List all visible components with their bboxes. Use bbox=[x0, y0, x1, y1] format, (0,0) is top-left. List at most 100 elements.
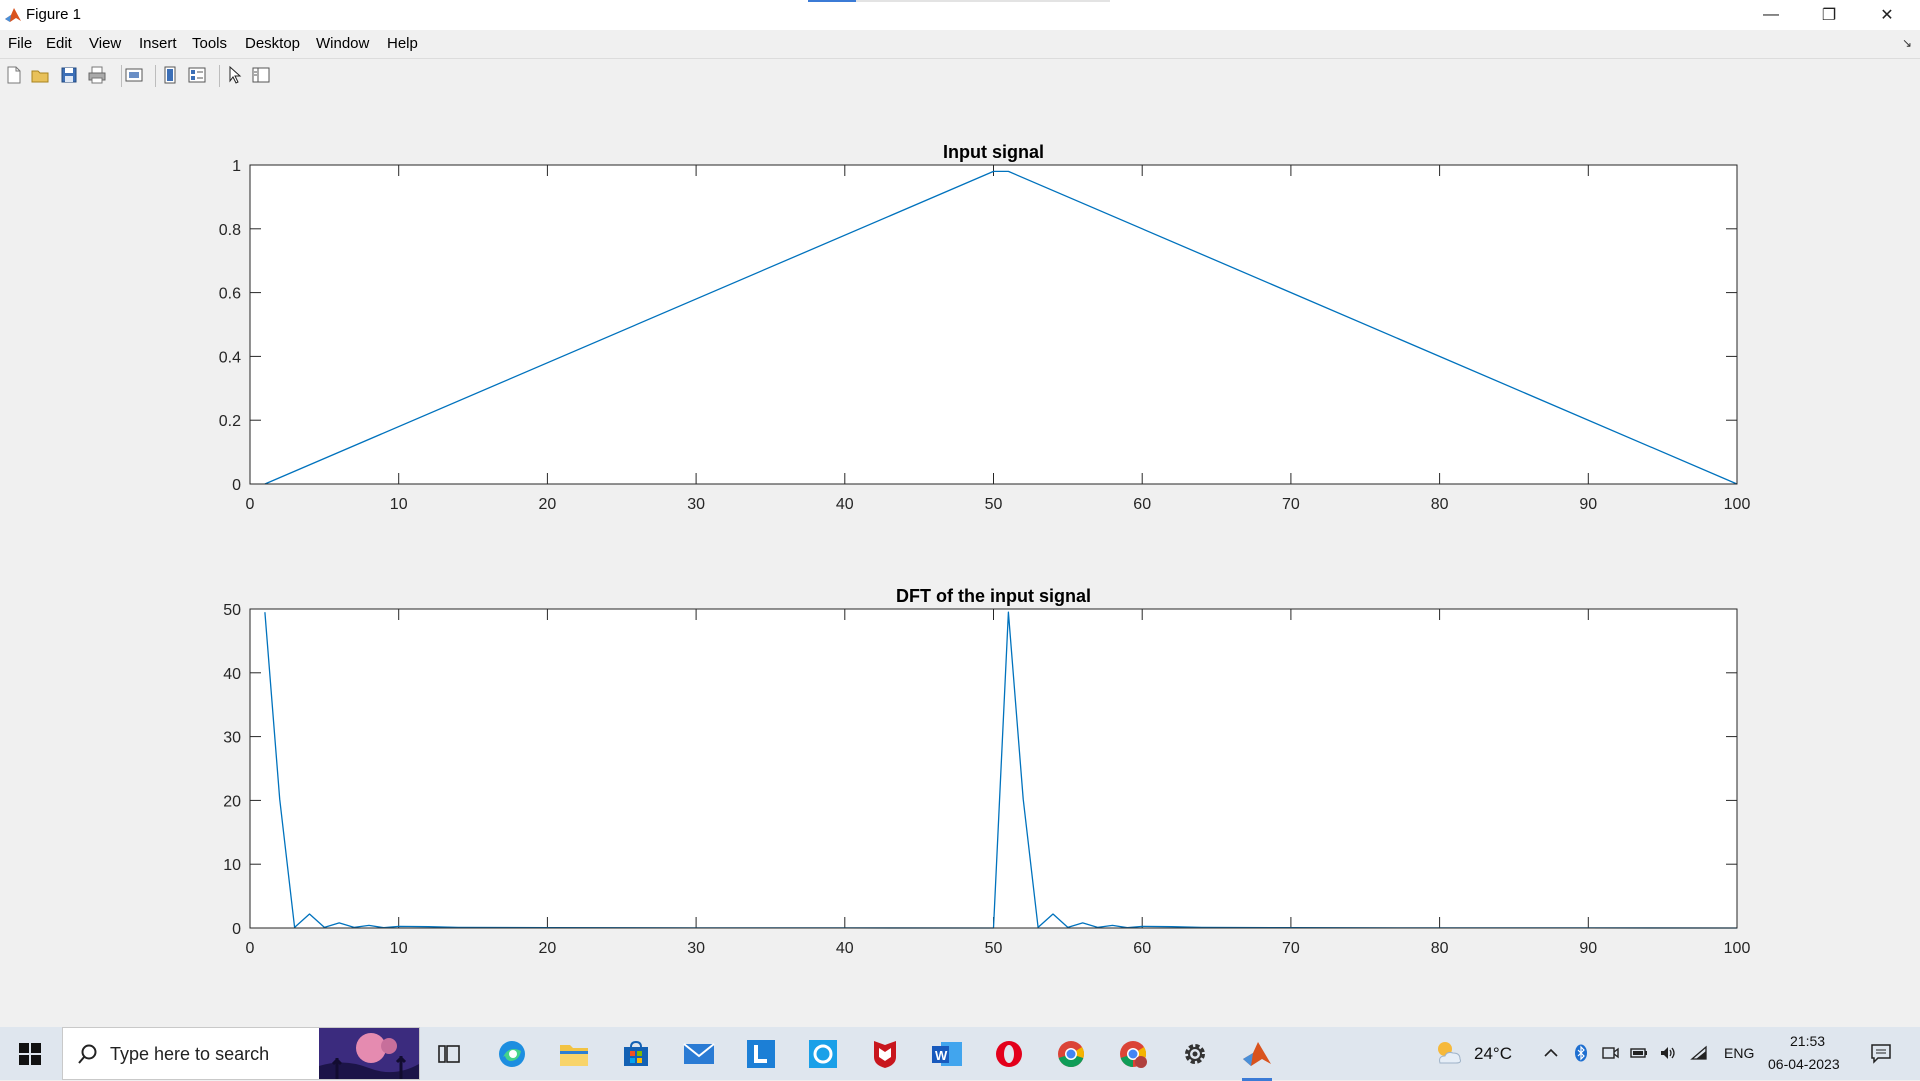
chevron-up-icon[interactable] bbox=[1542, 1044, 1560, 1062]
matlab-icon[interactable] bbox=[1238, 1035, 1276, 1081]
show-plot-tools-icon[interactable] bbox=[187, 65, 207, 85]
notification-icon[interactable] bbox=[1870, 1042, 1892, 1064]
dock-arrow-icon[interactable]: ↘ bbox=[1901, 36, 1912, 50]
language-indicator[interactable]: ENG bbox=[1724, 1045, 1755, 1061]
restore-button[interactable]: ❐ bbox=[1821, 7, 1837, 24]
svg-text:W: W bbox=[935, 1048, 948, 1063]
axes1-ytick-label: 1 bbox=[232, 158, 241, 175]
axes1-box bbox=[249, 164, 1738, 485]
plots-svg: 0 10 20 30 40 50 60 70 80 90 10000.20.40.60.81Inpu… bbox=[219, 142, 1751, 957]
window-title: Figure 1 bbox=[26, 6, 82, 23]
bluetooth-icon[interactable] bbox=[1572, 1044, 1590, 1062]
menu-desktop[interactable]: Desktop bbox=[245, 35, 301, 52]
axes2-ytick-label: 0 bbox=[232, 921, 241, 938]
task-view-icon[interactable] bbox=[430, 1035, 468, 1073]
print-icon[interactable] bbox=[87, 65, 107, 85]
axes1-series-line bbox=[264, 170, 1738, 485]
figure-canvas[interactable]: 0 10 20 30 40 50 60 70 80 90 100 0 0.2 0.4 0.6 0.8 1 Inpu… bbox=[0, 93, 1920, 1027]
mcafee-icon[interactable] bbox=[866, 1035, 904, 1073]
title-bar: Figure 1 — ❐ ✕ bbox=[0, 0, 1920, 30]
blue-app-icon[interactable] bbox=[804, 1035, 842, 1073]
volume-icon[interactable] bbox=[1659, 1044, 1677, 1062]
toolbar-separator bbox=[219, 65, 220, 87]
axes2-xtick-label: 20 bbox=[539, 940, 557, 957]
word-icon[interactable]: W bbox=[928, 1035, 966, 1073]
weather-icon[interactable] bbox=[1434, 1039, 1464, 1067]
axes2-xtick-label: 60 bbox=[1133, 940, 1151, 957]
axes2-ytick-label: 10 bbox=[223, 857, 241, 874]
axes2-xtick-label: 70 bbox=[1282, 940, 1300, 957]
axes2-ytick-label: 20 bbox=[223, 793, 241, 810]
axes2-xtick-label: 80 bbox=[1431, 940, 1449, 957]
menu-insert[interactable]: Insert bbox=[139, 35, 177, 52]
hide-plot-tools-icon[interactable] bbox=[160, 65, 180, 85]
axes2-series-line bbox=[264, 611, 1738, 929]
axes1-ytick-label: 0.2 bbox=[219, 413, 241, 430]
meet-now-icon[interactable] bbox=[1601, 1044, 1619, 1062]
open-file-icon[interactable] bbox=[30, 65, 50, 85]
start-button[interactable] bbox=[0, 1027, 60, 1080]
taskbar: Type here to search W 24°C ENG 21:53 06-… bbox=[0, 1027, 1920, 1081]
axes2-title: DFT of the input signal bbox=[896, 586, 1091, 606]
axes1-xtick-label: 30 bbox=[687, 496, 705, 513]
chrome-profile-icon[interactable] bbox=[1114, 1035, 1152, 1073]
l-app-icon[interactable] bbox=[742, 1035, 780, 1073]
menu-help[interactable]: Help bbox=[387, 35, 418, 52]
save-icon[interactable] bbox=[59, 65, 79, 85]
axes2-ytick-label: 50 bbox=[223, 602, 241, 619]
axes1-xtick-label: 10 bbox=[390, 496, 408, 513]
weather-temperature[interactable]: 24°C bbox=[1474, 1044, 1512, 1063]
wifi-icon[interactable] bbox=[1690, 1044, 1708, 1062]
link-plot-icon[interactable] bbox=[124, 65, 144, 85]
store-icon[interactable] bbox=[617, 1035, 655, 1073]
opera-icon[interactable] bbox=[990, 1035, 1028, 1073]
title-progress-strip bbox=[808, 0, 1110, 2]
axes1-xtick-label: 40 bbox=[836, 496, 854, 513]
axes1-xtick-label: 100 bbox=[1724, 496, 1751, 513]
axes1-ytick-label: 0.4 bbox=[219, 349, 241, 366]
axes1-xtick-label: 20 bbox=[539, 496, 557, 513]
menu-tools[interactable]: Tools bbox=[192, 35, 228, 52]
close-button[interactable]: ✕ bbox=[1880, 7, 1894, 24]
axes2-ytick-label: 40 bbox=[223, 666, 241, 683]
menu-view[interactable]: View bbox=[89, 35, 122, 52]
axes1-xtick-label: 0 bbox=[246, 496, 255, 513]
edge-icon[interactable] bbox=[493, 1035, 531, 1073]
search-placeholder: Type here to search bbox=[110, 1044, 270, 1064]
axes1-xtick-label: 90 bbox=[1579, 496, 1597, 513]
mail-icon[interactable] bbox=[680, 1035, 718, 1073]
menu-window[interactable]: Window bbox=[316, 35, 370, 52]
settings-icon[interactable] bbox=[1176, 1035, 1214, 1073]
axes1-xtick-label: 60 bbox=[1133, 496, 1151, 513]
file-explorer-icon[interactable] bbox=[555, 1035, 593, 1073]
axes1-xtick-label: 80 bbox=[1431, 496, 1449, 513]
clock-time[interactable]: 21:53 bbox=[1790, 1033, 1826, 1049]
axes2-xtick-label: 10 bbox=[390, 940, 408, 957]
axes1-title: Input signal bbox=[943, 142, 1044, 162]
search-highlight-art bbox=[319, 1028, 419, 1079]
battery-icon[interactable] bbox=[1630, 1044, 1648, 1062]
axes2-ytick-label: 30 bbox=[223, 730, 241, 747]
new-figure-icon[interactable] bbox=[4, 65, 24, 85]
axes2-xtick-label: 50 bbox=[985, 940, 1003, 957]
toolbar-separator bbox=[121, 65, 122, 87]
taskbar-search-box[interactable]: Type here to search bbox=[62, 1027, 420, 1080]
axes1-xtick-label: 50 bbox=[985, 496, 1003, 513]
windows-logo-icon bbox=[19, 1042, 41, 1065]
minimize-button[interactable]: — bbox=[1763, 6, 1779, 23]
axes2-xtick-label: 100 bbox=[1724, 940, 1751, 957]
axes2-xtick-label: 30 bbox=[687, 940, 705, 957]
clock-date[interactable]: 06-04-2023 bbox=[1768, 1056, 1840, 1072]
axes2-xtick-label: 0 bbox=[246, 940, 255, 957]
edit-plot-icon[interactable] bbox=[225, 65, 245, 85]
chrome-icon[interactable] bbox=[1052, 1035, 1090, 1073]
axes1-xtick-label: 70 bbox=[1282, 496, 1300, 513]
figure-toolbar bbox=[0, 58, 1920, 94]
axes2-xtick-label: 40 bbox=[836, 940, 854, 957]
title-progress-fill bbox=[808, 0, 857, 2]
plot-browser-icon[interactable] bbox=[251, 65, 271, 85]
menu-file[interactable]: File bbox=[8, 35, 33, 52]
matlab-logo-icon bbox=[5, 8, 21, 22]
menu-edit[interactable]: Edit bbox=[46, 35, 72, 52]
axes2-box bbox=[249, 608, 1738, 929]
